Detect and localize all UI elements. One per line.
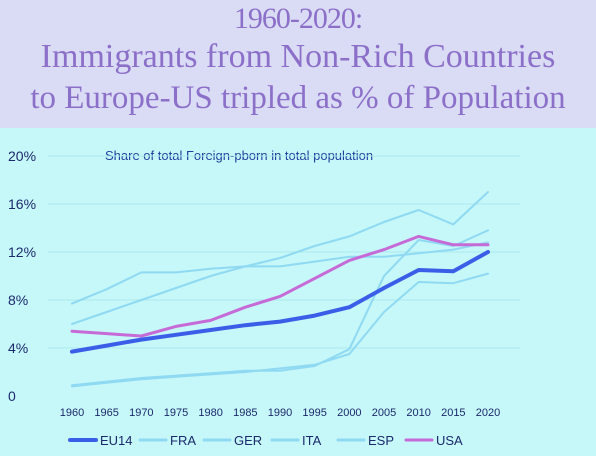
chart-panel: Share of total Foreign-pborn in total po… xyxy=(0,128,596,456)
legend-label-usa: USA xyxy=(436,433,463,448)
y-tick-label: 12% xyxy=(8,244,36,260)
slide-title-line-3: to Europe-US tripled as % of Population xyxy=(30,80,566,116)
series-line-usa xyxy=(70,234,490,338)
legend-label-ita: ITA xyxy=(302,433,322,448)
series-line-ita xyxy=(71,272,489,388)
series-line-ger xyxy=(71,191,489,325)
line-chart: Share of total Foreign-pborn in total po… xyxy=(8,148,520,448)
series-line-fra xyxy=(71,241,489,305)
x-tick-label: 1975 xyxy=(164,407,188,419)
y-tick-label: 0 xyxy=(8,388,16,404)
x-tick-label: 2020 xyxy=(476,407,500,419)
x-tick-label: 2000 xyxy=(337,407,361,419)
x-tick-label: 1980 xyxy=(198,407,222,419)
series-lines xyxy=(70,191,490,388)
slide-title-line-1: 1960-2020: xyxy=(233,2,363,35)
x-tick-label: 2010 xyxy=(406,407,430,419)
x-axis-ticks: 1960 1965 1970 1975 1980 1985 1990 1995 2000 2005… xyxy=(60,407,500,419)
legend-label-fra: FRA xyxy=(170,433,196,448)
x-tick-label: 1985 xyxy=(233,407,257,419)
legend-label-eu14: EU14 xyxy=(100,433,133,448)
series-line-esp xyxy=(71,229,489,387)
x-tick-label: 1990 xyxy=(268,407,292,419)
title-banner: 1960-2020: Immigrants from Non-Rich Coun… xyxy=(0,0,596,128)
x-tick-label: 1970 xyxy=(129,407,153,419)
x-tick-label: 1965 xyxy=(94,407,118,419)
legend-label-esp: ESP xyxy=(368,433,394,448)
y-tick-label: 4% xyxy=(8,340,28,356)
legend-label-ger: GER xyxy=(234,433,262,448)
y-tick-label: 16% xyxy=(8,196,36,212)
x-tick-label: 2015 xyxy=(441,407,465,419)
legend: EU14 FRA GER ITA ESP USA xyxy=(68,433,463,448)
series-line-eu14 xyxy=(70,250,490,354)
slide-title-line-2: Immigrants from Non-Rich Countries xyxy=(40,38,556,75)
gridlines xyxy=(48,155,520,349)
y-axis-ticks: 0 4% 8% 12% 16% 20% xyxy=(8,148,36,404)
x-tick-label: 1995 xyxy=(302,407,326,419)
y-tick-label: 8% xyxy=(8,292,28,308)
x-tick-label: 2005 xyxy=(372,407,396,419)
y-tick-label: 20% xyxy=(8,148,36,164)
x-tick-label: 1960 xyxy=(60,407,84,419)
